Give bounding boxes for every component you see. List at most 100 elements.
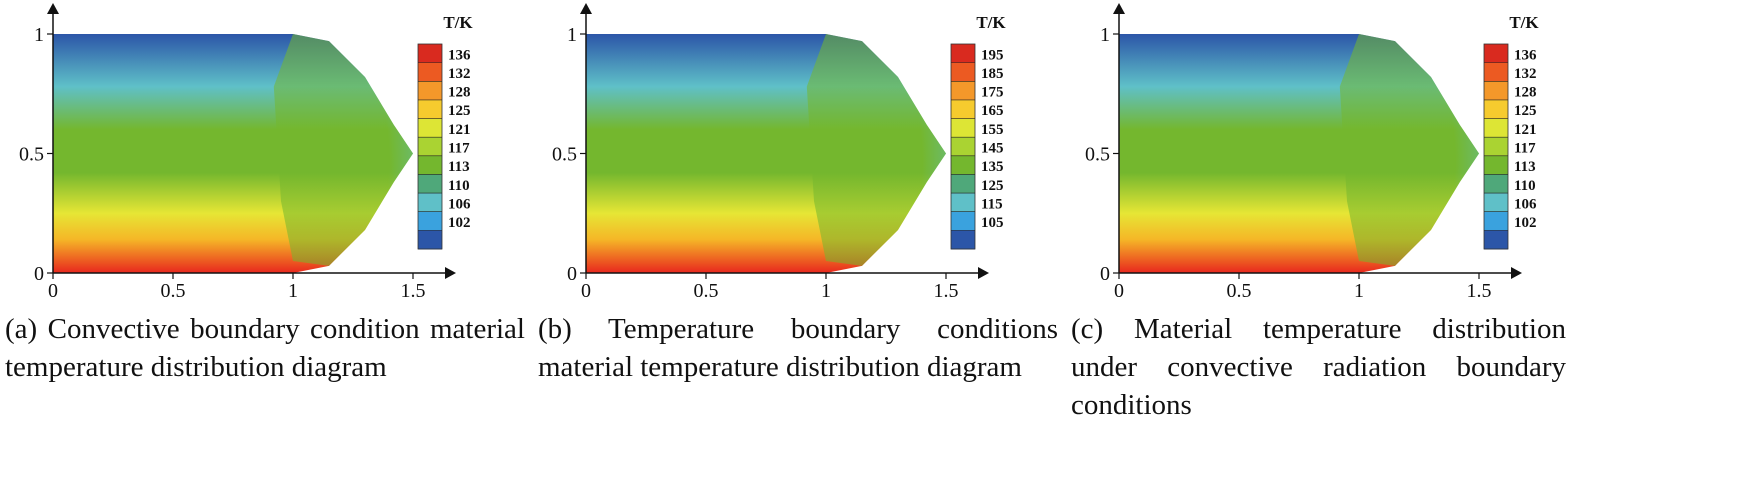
y-tick-label: 1 — [1100, 24, 1110, 46]
x-axis-arrow — [978, 267, 989, 279]
colorbar-band — [951, 174, 975, 194]
x-tick-label: 0 — [581, 280, 591, 302]
colorbar-band — [951, 118, 975, 138]
x-tick-label: 0.5 — [161, 280, 186, 302]
x-tick-label: 1 — [821, 280, 831, 302]
colorbar-band — [1484, 174, 1508, 194]
cap-region — [806, 34, 946, 266]
colorbar-tick-label: 136 — [1514, 47, 1537, 63]
colorbar-band — [951, 211, 975, 231]
x-tick-label: 0.5 — [694, 280, 719, 302]
colorbar-band — [418, 99, 442, 120]
colorbar-band — [418, 193, 442, 213]
colorbar-band — [951, 62, 975, 82]
panel-c: 0 0.5 1 1.5 0 0.5 1 136 132 128 125 121 117 113 110 106… — [1066, 0, 1656, 483]
colorbar-band — [418, 81, 442, 101]
colorbar-tick-label: 145 — [981, 141, 1004, 157]
colorbar-band — [1484, 211, 1508, 231]
colorbar-band — [951, 193, 975, 213]
colorbar-band — [418, 137, 442, 157]
colorbar-band — [418, 211, 442, 231]
y-tick-label: 0 — [34, 263, 44, 285]
caption-a: (a) Convective boundary condition materi… — [5, 313, 525, 383]
colorbar-band — [418, 230, 442, 250]
x-tick-label: 1 — [288, 280, 298, 302]
colorbar-band — [951, 81, 975, 101]
colorbar-band — [1484, 118, 1508, 138]
colorbar-tick-label: 106 — [448, 196, 471, 212]
x-axis-arrow — [1511, 267, 1522, 279]
y-tick-label: 0.5 — [19, 144, 44, 166]
x-tick-label: 1 — [1354, 280, 1364, 302]
cap-region — [1339, 34, 1479, 266]
colorbar-band — [1484, 99, 1508, 120]
heatmap-b: 0 0.5 1 1.5 0 0.5 1 195 185 175 165 155 145 135 125 115… — [552, 3, 1006, 302]
colorbar-band — [1484, 155, 1508, 175]
x-axis-arrow — [445, 267, 456, 279]
x-tick-label: 0 — [1114, 280, 1124, 302]
x-tick-label: 1.5 — [934, 280, 959, 302]
heatmap-a: 0 0.5 1 1.5 0 0.5 1 136 132 128 125 121 117 113 110 106… — [19, 3, 473, 302]
colorbar-band — [1484, 81, 1508, 101]
colorbar-tick-label: 125 — [1514, 103, 1537, 119]
colorbar-band — [951, 137, 975, 157]
colorbar-tick-label: 121 — [1514, 122, 1537, 138]
x-tick-label: 0 — [48, 280, 58, 302]
colorbar-band — [418, 118, 442, 138]
y-tick-label: 0.5 — [552, 144, 577, 166]
colorbar-tick-label: 102 — [448, 215, 471, 231]
panel-b: 0 0.5 1 1.5 0 0.5 1 195 185 175 165 155 145 135 125 115… — [533, 0, 1123, 483]
colorbar-tick-label: 132 — [448, 66, 471, 82]
colorbar-tick-label: 102 — [1514, 215, 1537, 231]
x-tick-label: 1.5 — [1467, 280, 1492, 302]
caption-b: (b) Temperature boundary conditions mate… — [538, 313, 1058, 383]
caption-c: (c) Material temperature distribution un… — [1071, 313, 1566, 421]
colorbar-tick-label: 115 — [981, 196, 1003, 212]
colorbar-frame — [950, 43, 976, 250]
colorbar-tick-label: 128 — [1514, 85, 1537, 101]
colorbar-tick-label: 165 — [981, 103, 1004, 119]
colorbar-band — [418, 62, 442, 82]
heatmap-c: 0 0.5 1 1.5 0 0.5 1 136 132 128 125 121 117 113 110 106… — [1085, 3, 1539, 302]
colorbar-band — [418, 155, 442, 175]
colorbar-band — [418, 44, 442, 64]
colorbar-frame — [417, 43, 443, 250]
colorbar-tick-label: 117 — [448, 141, 470, 157]
colorbar-tick-label: 117 — [1514, 141, 1536, 157]
y-tick-label: 0 — [567, 263, 577, 285]
colorbar-band — [951, 230, 975, 250]
colorbar-tick-label: 185 — [981, 66, 1004, 82]
y-axis-arrow — [47, 3, 59, 14]
colorbar-tick-label: 128 — [448, 85, 471, 101]
colorbar-tick-label: 132 — [1514, 66, 1537, 82]
colorbar-tick-label: 125 — [981, 178, 1004, 194]
colorbar-tick-label: 175 — [981, 85, 1004, 101]
colorbar-tick-label: 135 — [981, 159, 1004, 175]
panel-a: 0 0.5 1 1.5 0 0.5 1 136 132 128 125 121 117 113 110 106… — [0, 0, 590, 483]
cap-region — [273, 34, 413, 266]
colorbar-title: T/K — [443, 13, 473, 32]
colorbar-band — [1484, 137, 1508, 157]
colorbar-tick-label: 110 — [1514, 178, 1536, 194]
colorbar-tick-label: 110 — [448, 178, 470, 194]
colorbar-band — [418, 174, 442, 194]
colorbar-band — [1484, 193, 1508, 213]
x-tick-label: 1.5 — [401, 280, 426, 302]
y-axis-arrow — [580, 3, 592, 14]
x-tick-label: 0.5 — [1227, 280, 1252, 302]
colorbar-tick-label: 195 — [981, 47, 1004, 63]
colorbar-band — [951, 155, 975, 175]
y-tick-label: 1 — [34, 24, 44, 46]
colorbar-band — [1484, 62, 1508, 82]
colorbar-frame — [1483, 43, 1509, 250]
colorbar-tick-label: 155 — [981, 122, 1004, 138]
colorbar-title: T/K — [1509, 13, 1539, 32]
colorbar-tick-label: 106 — [1514, 196, 1537, 212]
y-tick-label: 0 — [1100, 263, 1110, 285]
colorbar-band — [1484, 44, 1508, 64]
y-axis-arrow — [1113, 3, 1125, 14]
colorbar-tick-label: 105 — [981, 215, 1004, 231]
colorbar-tick-label: 125 — [448, 103, 471, 119]
colorbar-title: T/K — [976, 13, 1006, 32]
colorbar-band — [1484, 230, 1508, 250]
